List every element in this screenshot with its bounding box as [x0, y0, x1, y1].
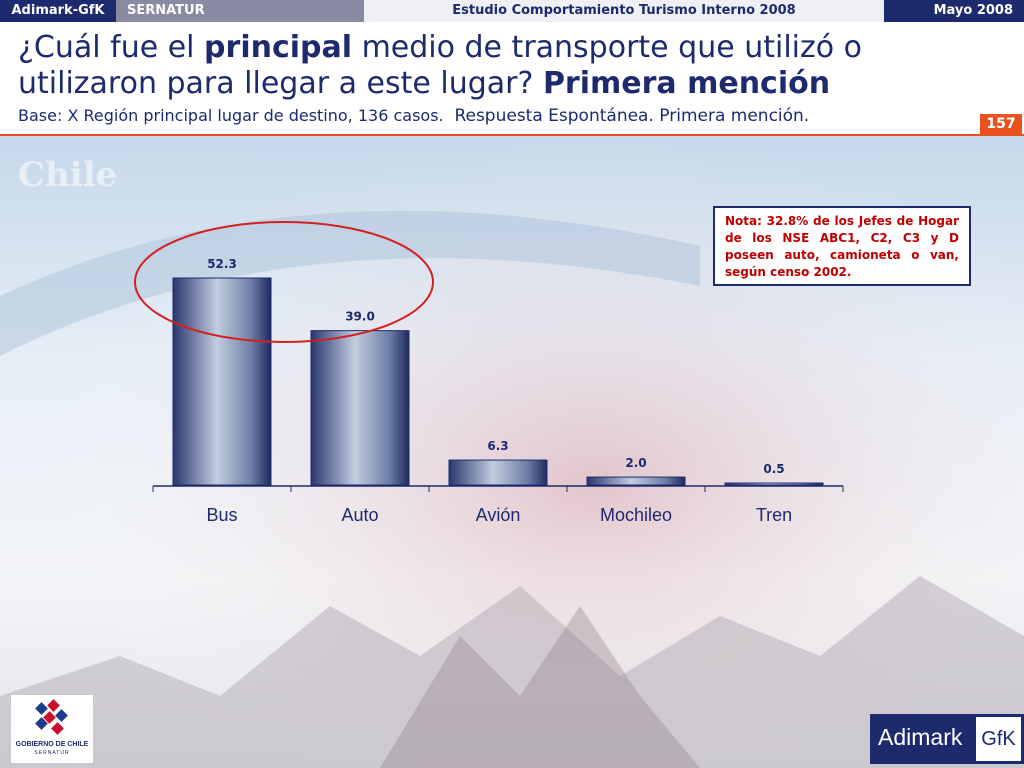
- header-client: SERNATUR: [116, 0, 364, 22]
- value-label: 39.0: [345, 310, 375, 324]
- bar-avión: [448, 459, 548, 486]
- bar-auto: [310, 330, 410, 486]
- gobierno-de-chile-logo: GOBIERNO DE CHILE SERNATUR: [10, 694, 94, 764]
- gobierno-text: GOBIERNO DE CHILE: [15, 741, 89, 748]
- slide-subtitle: Base: X Región principal lugar de destin…: [18, 106, 998, 126]
- highlight-ellipse: [134, 221, 434, 343]
- page-number: 157: [980, 114, 1022, 134]
- gobierno-subtext: SERNATUR: [34, 750, 70, 756]
- category-label: Tren: [756, 505, 792, 525]
- value-label: 0.5: [763, 462, 784, 476]
- category-label: Auto: [341, 505, 378, 525]
- category-label: Avión: [476, 505, 521, 525]
- bar-tren: [724, 482, 824, 486]
- header-date: Mayo 2008: [884, 0, 1024, 22]
- header-study: Estudio Comportamiento Turismo Interno 2…: [364, 0, 884, 22]
- value-label: 2.0: [625, 456, 646, 470]
- category-label: Mochileo: [600, 505, 672, 525]
- bar-bus: [172, 277, 272, 486]
- svg-text:Chile: Chile: [18, 155, 117, 195]
- note-box: Nota: 32.8% de los Jefes de Hogar de los…: [713, 206, 971, 286]
- top-bar: Adimark-GfK SERNATUR Estudio Comportamie…: [0, 0, 1024, 22]
- subtitle-base: Base: X Región principal lugar de destin…: [18, 106, 444, 125]
- gfk-logo-word: GfK: [976, 717, 1021, 761]
- adimark-gfk-logo: Adimark GfK: [870, 714, 1024, 764]
- slide-title: ¿Cuál fue el principal medio de transpor…: [18, 30, 862, 101]
- header-company: Adimark-GfK: [0, 0, 116, 22]
- value-label: 52.3: [207, 257, 237, 271]
- bar-mochileo: [586, 476, 686, 486]
- value-label: 6.3: [487, 439, 508, 453]
- subtitle-response: Respuesta Espontánea. Primera mención.: [454, 106, 810, 126]
- category-label: Bus: [206, 505, 237, 525]
- orange-divider: [0, 134, 1024, 136]
- gobierno-emblem-icon: [35, 699, 68, 735]
- adimark-logo-word: Adimark: [878, 724, 963, 750]
